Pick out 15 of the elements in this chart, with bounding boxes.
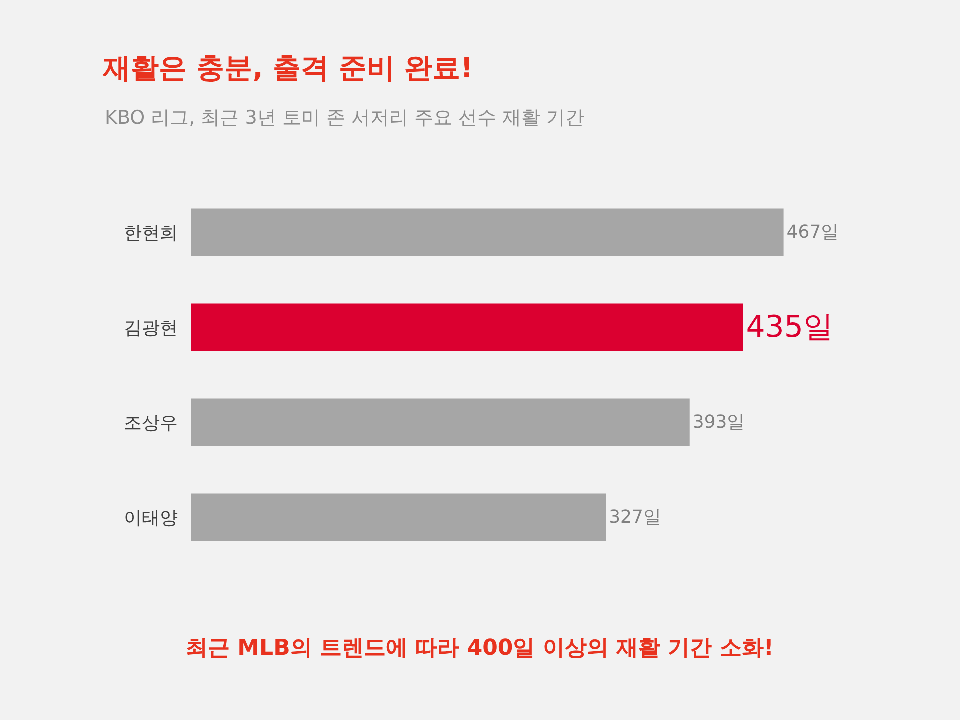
- chart-subtitle: KBO 리그, 최근 3년 토미 존 서저리 주요 선수 재활 기간: [105, 107, 585, 129]
- chart-title: 재활은 충분, 출격 준비 완료!: [102, 52, 474, 85]
- data-label: 393일: [692, 412, 746, 433]
- data-label: 327일: [609, 507, 662, 528]
- bar: [191, 304, 744, 352]
- text: 최근 MLB의 트렌드에 따라 400일 이상의 재활 기간 소화!: [186, 636, 774, 661]
- bar: [191, 494, 606, 542]
- bar: [191, 398, 690, 446]
- bar: [191, 208, 784, 256]
- data-label: 467일: [786, 222, 840, 243]
- data-label: 435일: [746, 310, 834, 345]
- y-tick-label: 한현희: [124, 222, 178, 244]
- y-tick-label: 조상우: [124, 412, 178, 434]
- y-tick-label: 이태양: [124, 508, 178, 529]
- y-tick-label: 김광현: [124, 318, 178, 339]
